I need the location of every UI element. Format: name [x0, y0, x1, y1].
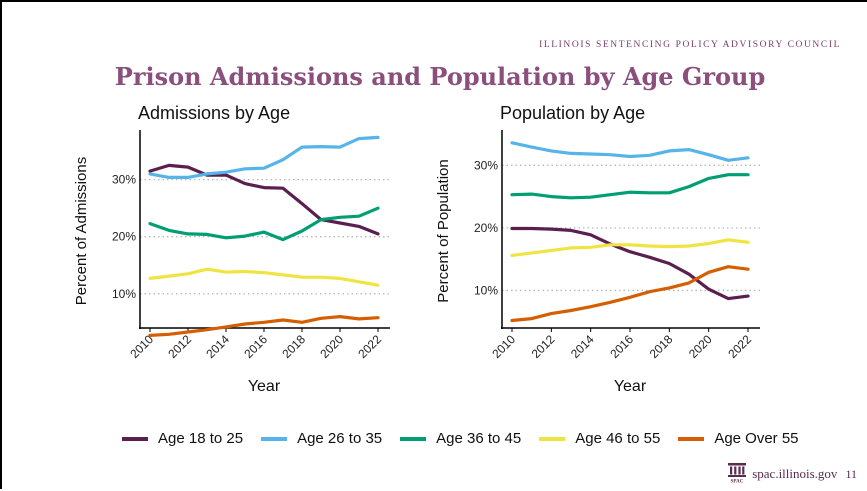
legend-item-age-36-to-45: Age 36 to 45: [400, 430, 521, 447]
slide-title: Prison Admissions and Population by Age …: [114, 62, 766, 91]
legend-label: Age 36 to 45: [436, 430, 522, 447]
chart-2-ytick-label: 10%: [474, 283, 498, 297]
chart-2-y-axis-title: Percent of Population: [435, 159, 452, 302]
legend-item-age-26-to-35: Age 26 to 35: [261, 430, 382, 447]
chart-1-ytick-label: 30%: [112, 173, 136, 187]
chart-1-xtick-label: 2022: [355, 332, 384, 361]
chart-1-y-axis-title: Percent of Admissions: [73, 157, 90, 305]
chart-1-series-age-18-to-25-line: [148, 163, 380, 236]
legend-swatch: [400, 436, 427, 441]
chart-1-series-age-26-to-35-line: [148, 135, 380, 179]
chart-2-xtick-label: 2010: [489, 332, 518, 361]
chart-1-series-age-36-to-45-line: [148, 206, 380, 242]
chart-2-xtick-label: 2016: [607, 332, 636, 361]
legend-label: Age 18 to 25: [158, 430, 244, 447]
svg-text:SPAC: SPAC: [731, 480, 744, 484]
chart-1-xtick-label: 2014: [203, 332, 232, 361]
chart-1-series-age-46-to-55-line: [148, 267, 380, 287]
legend-swatch: [539, 436, 566, 441]
chart-2-ytick-label: 30%: [474, 158, 498, 172]
legend: Age 18 to 25 Age 26 to 35 Age 36 to 45 Age …: [122, 430, 817, 447]
chart-2-xtick-label: 2012: [529, 332, 558, 361]
chart-1-xtick-label: 2012: [165, 332, 194, 361]
legend-swatch: [122, 436, 148, 441]
chart-1-x-axis-title: Year: [248, 378, 281, 395]
chart-2-series-age-36-to-45-line: [510, 173, 750, 200]
chart-1-series-age-over-55-line: [148, 315, 380, 337]
chart-1-ytick-label: 20%: [112, 230, 136, 244]
chart-2-series-age-over-55-line: [510, 265, 750, 323]
chart-2-xtick-label: 2014: [568, 332, 597, 361]
chart-2-x-axis-title: Year: [614, 378, 647, 395]
chart-2-xtick-label: 2020: [686, 332, 715, 361]
chart-2-xtick-label: 2018: [647, 332, 676, 361]
chart-2-ytick-label: 20%: [474, 221, 498, 235]
legend-label: Age 46 to 55: [575, 430, 661, 447]
chart-2-series-age-18-to-25-line: [510, 226, 750, 301]
chart-1-title: Admissions by Age: [138, 103, 290, 123]
chart-2-xtick-label: 2022: [725, 332, 754, 361]
chart-1-xtick-label: 2016: [241, 332, 270, 361]
legend-label: Age 26 to 35: [297, 430, 383, 447]
footer: SPAC spac.illinois.gov 11: [726, 461, 857, 487]
chart-1-ytick-label: 10%: [112, 287, 136, 301]
footer-url[interactable]: spac.illinois.gov: [752, 466, 838, 481]
legend-swatch: [261, 436, 288, 441]
chart-2-series-age-26-to-35-line: [510, 141, 750, 162]
chart-2-series-age-46-to-55-line: [510, 238, 750, 257]
legend-item-age-46-to-55: Age 46 to 55: [539, 430, 660, 447]
page-number: 11: [845, 466, 857, 481]
legend-label: Age Over 55: [714, 430, 799, 447]
org-name: ILLINOIS SENTENCING POLICY ADVISORY COUN…: [539, 40, 841, 50]
legend-swatch: [678, 436, 705, 441]
chart-2-title: Population by Age: [500, 103, 645, 123]
spac-logo-icon: SPAC: [726, 461, 748, 487]
legend-item-age-18-to-25: Age 18 to 25: [122, 430, 243, 447]
chart-1-xtick-label: 2018: [279, 332, 308, 361]
chart-1-xtick-label: 2020: [317, 332, 346, 361]
legend-item-age-over-55: Age Over 55: [678, 430, 799, 447]
